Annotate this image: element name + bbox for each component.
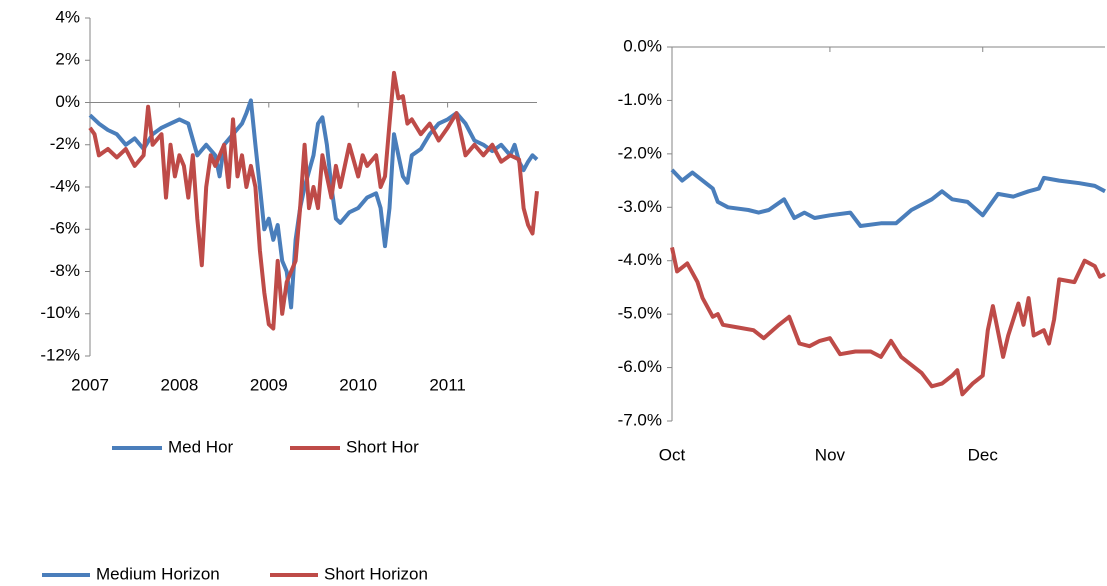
y-tick-label: -6.0% <box>618 357 662 376</box>
y-tick-label: -12% <box>40 345 80 364</box>
legend-label: Med Hor <box>168 437 234 456</box>
x-tick-label: 2010 <box>339 375 377 394</box>
y-tick-label: -2.0% <box>618 143 662 162</box>
x-tick-label: Dec <box>968 445 999 464</box>
y-tick-label: -6% <box>50 219 80 238</box>
x-tick-label: 2011 <box>429 375 466 394</box>
y-tick-label: -4.0% <box>618 250 662 269</box>
x-tick-label: 2007 <box>71 375 109 394</box>
y-tick-label: -3.0% <box>618 197 662 216</box>
y-tick-label: 0.0% <box>623 36 662 55</box>
y-tick-label: -10% <box>40 303 80 322</box>
series-line <box>670 168 1106 228</box>
x-tick-label: Oct <box>659 445 686 464</box>
y-tick-label: 4% <box>55 7 80 26</box>
y-tick-label: -2% <box>50 134 80 153</box>
y-tick-label: -8% <box>50 261 80 280</box>
legend-label: Short Hor <box>346 437 419 456</box>
series-line <box>670 246 1106 397</box>
y-tick-label: -5.0% <box>618 304 662 323</box>
x-tick-label: 2008 <box>160 375 198 394</box>
y-tick-label: 0% <box>55 92 80 111</box>
x-tick-label: Nov <box>815 445 846 464</box>
legend-label: Medium Horizon <box>96 564 220 583</box>
series-line <box>88 70 539 331</box>
x-tick-label: 2009 <box>250 375 288 394</box>
y-tick-label: -1.0% <box>618 90 662 109</box>
y-tick-label: -7.0% <box>618 410 662 429</box>
series-line <box>88 98 539 310</box>
y-tick-label: 2% <box>55 50 80 69</box>
legend-label: Short Horizon <box>324 564 428 583</box>
y-tick-label: -4% <box>50 176 80 195</box>
